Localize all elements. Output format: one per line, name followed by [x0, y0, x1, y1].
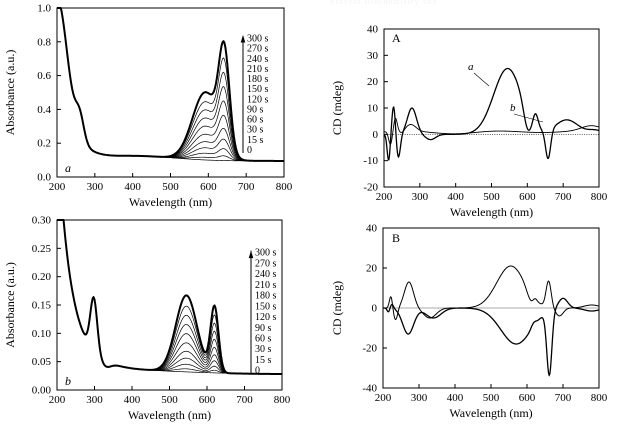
svg-text:0.20: 0.20: [32, 271, 52, 283]
svg-text:60 s: 60 s: [255, 334, 272, 345]
svg-text:-40: -40: [362, 383, 377, 395]
svg-text:0: 0: [247, 145, 252, 156]
svg-text:Wavelength (nm): Wavelength (nm): [129, 195, 212, 209]
svg-text:300: 300: [412, 191, 429, 203]
svg-text:200: 200: [49, 394, 66, 406]
svg-text:600: 600: [519, 392, 536, 404]
svg-text:b: b: [510, 102, 516, 114]
svg-text:Absorbance (a.u.): Absorbance (a.u.): [3, 262, 17, 348]
svg-text:0.30: 0.30: [32, 215, 52, 227]
svg-text:500: 500: [483, 191, 500, 203]
svg-text:0.4: 0.4: [37, 104, 51, 116]
svg-text:200: 200: [376, 191, 393, 203]
svg-text:400: 400: [447, 392, 464, 404]
svg-text:20: 20: [366, 263, 378, 275]
svg-text:-10: -10: [363, 155, 378, 167]
svg-text:a: a: [468, 61, 474, 73]
svg-text:0.2: 0.2: [37, 138, 51, 150]
svg-text:0.15: 0.15: [32, 300, 52, 312]
svg-text:b: b: [65, 374, 71, 388]
svg-text:-20: -20: [363, 182, 378, 194]
svg-text:30: 30: [367, 50, 379, 62]
svg-text:40: 40: [367, 24, 379, 36]
svg-text:Wavelength (nm): Wavelength (nm): [450, 205, 533, 219]
svg-text:CD (mdeg): CD (mdeg): [330, 81, 344, 135]
svg-text:0.8: 0.8: [37, 36, 51, 48]
svg-text:Wavelength (nm): Wavelength (nm): [449, 406, 532, 420]
svg-text:800: 800: [274, 394, 291, 406]
svg-text:0.0: 0.0: [37, 172, 51, 184]
svg-text:800: 800: [591, 191, 608, 203]
svg-text:0.6: 0.6: [37, 70, 51, 82]
svg-text:15 s: 15 s: [255, 355, 272, 366]
svg-text:CD (mdeg): CD (mdeg): [330, 281, 344, 335]
svg-text:0: 0: [373, 129, 379, 141]
svg-text:300: 300: [411, 392, 428, 404]
svg-text:400: 400: [124, 394, 141, 406]
svg-text:10: 10: [367, 103, 379, 115]
svg-text:600: 600: [200, 181, 217, 193]
svg-text:500: 500: [483, 392, 500, 404]
svg-text:700: 700: [238, 181, 255, 193]
svg-text:0.05: 0.05: [32, 356, 52, 368]
svg-text:0.25: 0.25: [32, 243, 52, 255]
svg-text:30 s: 30 s: [255, 344, 272, 355]
svg-text:90 s: 90 s: [255, 323, 272, 334]
svg-text:700: 700: [236, 394, 253, 406]
svg-text:200: 200: [375, 392, 392, 404]
svg-text:240 s: 240 s: [255, 269, 277, 280]
svg-text:150 s: 150 s: [255, 301, 277, 312]
svg-text:300: 300: [86, 394, 103, 406]
svg-text:40: 40: [366, 223, 378, 235]
svg-text:-20: -20: [362, 343, 377, 355]
svg-text:500: 500: [161, 394, 178, 406]
svg-text:1.0: 1.0: [37, 3, 51, 15]
svg-text:a: a: [65, 161, 71, 175]
svg-text:800: 800: [276, 181, 293, 193]
svg-text:400: 400: [447, 191, 464, 203]
svg-text:600: 600: [519, 191, 536, 203]
svg-text:0.00: 0.00: [32, 385, 52, 397]
svg-text:Wavelength (nm): Wavelength (nm): [128, 408, 211, 422]
svg-text:0.10: 0.10: [32, 328, 52, 340]
svg-text:300: 300: [87, 181, 104, 193]
svg-text:270 s: 270 s: [255, 258, 277, 269]
svg-text:0: 0: [372, 303, 378, 315]
svg-text:700: 700: [555, 191, 572, 203]
svg-text:180 s: 180 s: [255, 291, 277, 302]
svg-text:300 s: 300 s: [255, 248, 277, 259]
svg-text:B: B: [392, 231, 400, 245]
svg-text:Process Biochemistry xxx: Process Biochemistry xxx: [330, 0, 438, 6]
svg-text:Absorbance (a.u.): Absorbance (a.u.): [3, 50, 17, 136]
svg-text:200: 200: [49, 181, 66, 193]
svg-text:A: A: [392, 31, 401, 45]
svg-text:500: 500: [162, 181, 179, 193]
svg-text:120 s: 120 s: [255, 312, 277, 323]
svg-text:600: 600: [199, 394, 216, 406]
svg-text:20: 20: [367, 76, 379, 88]
svg-text:800: 800: [591, 392, 608, 404]
svg-text:210 s: 210 s: [255, 280, 277, 291]
svg-text:700: 700: [555, 392, 572, 404]
svg-text:0: 0: [255, 366, 260, 377]
svg-text:400: 400: [124, 181, 141, 193]
